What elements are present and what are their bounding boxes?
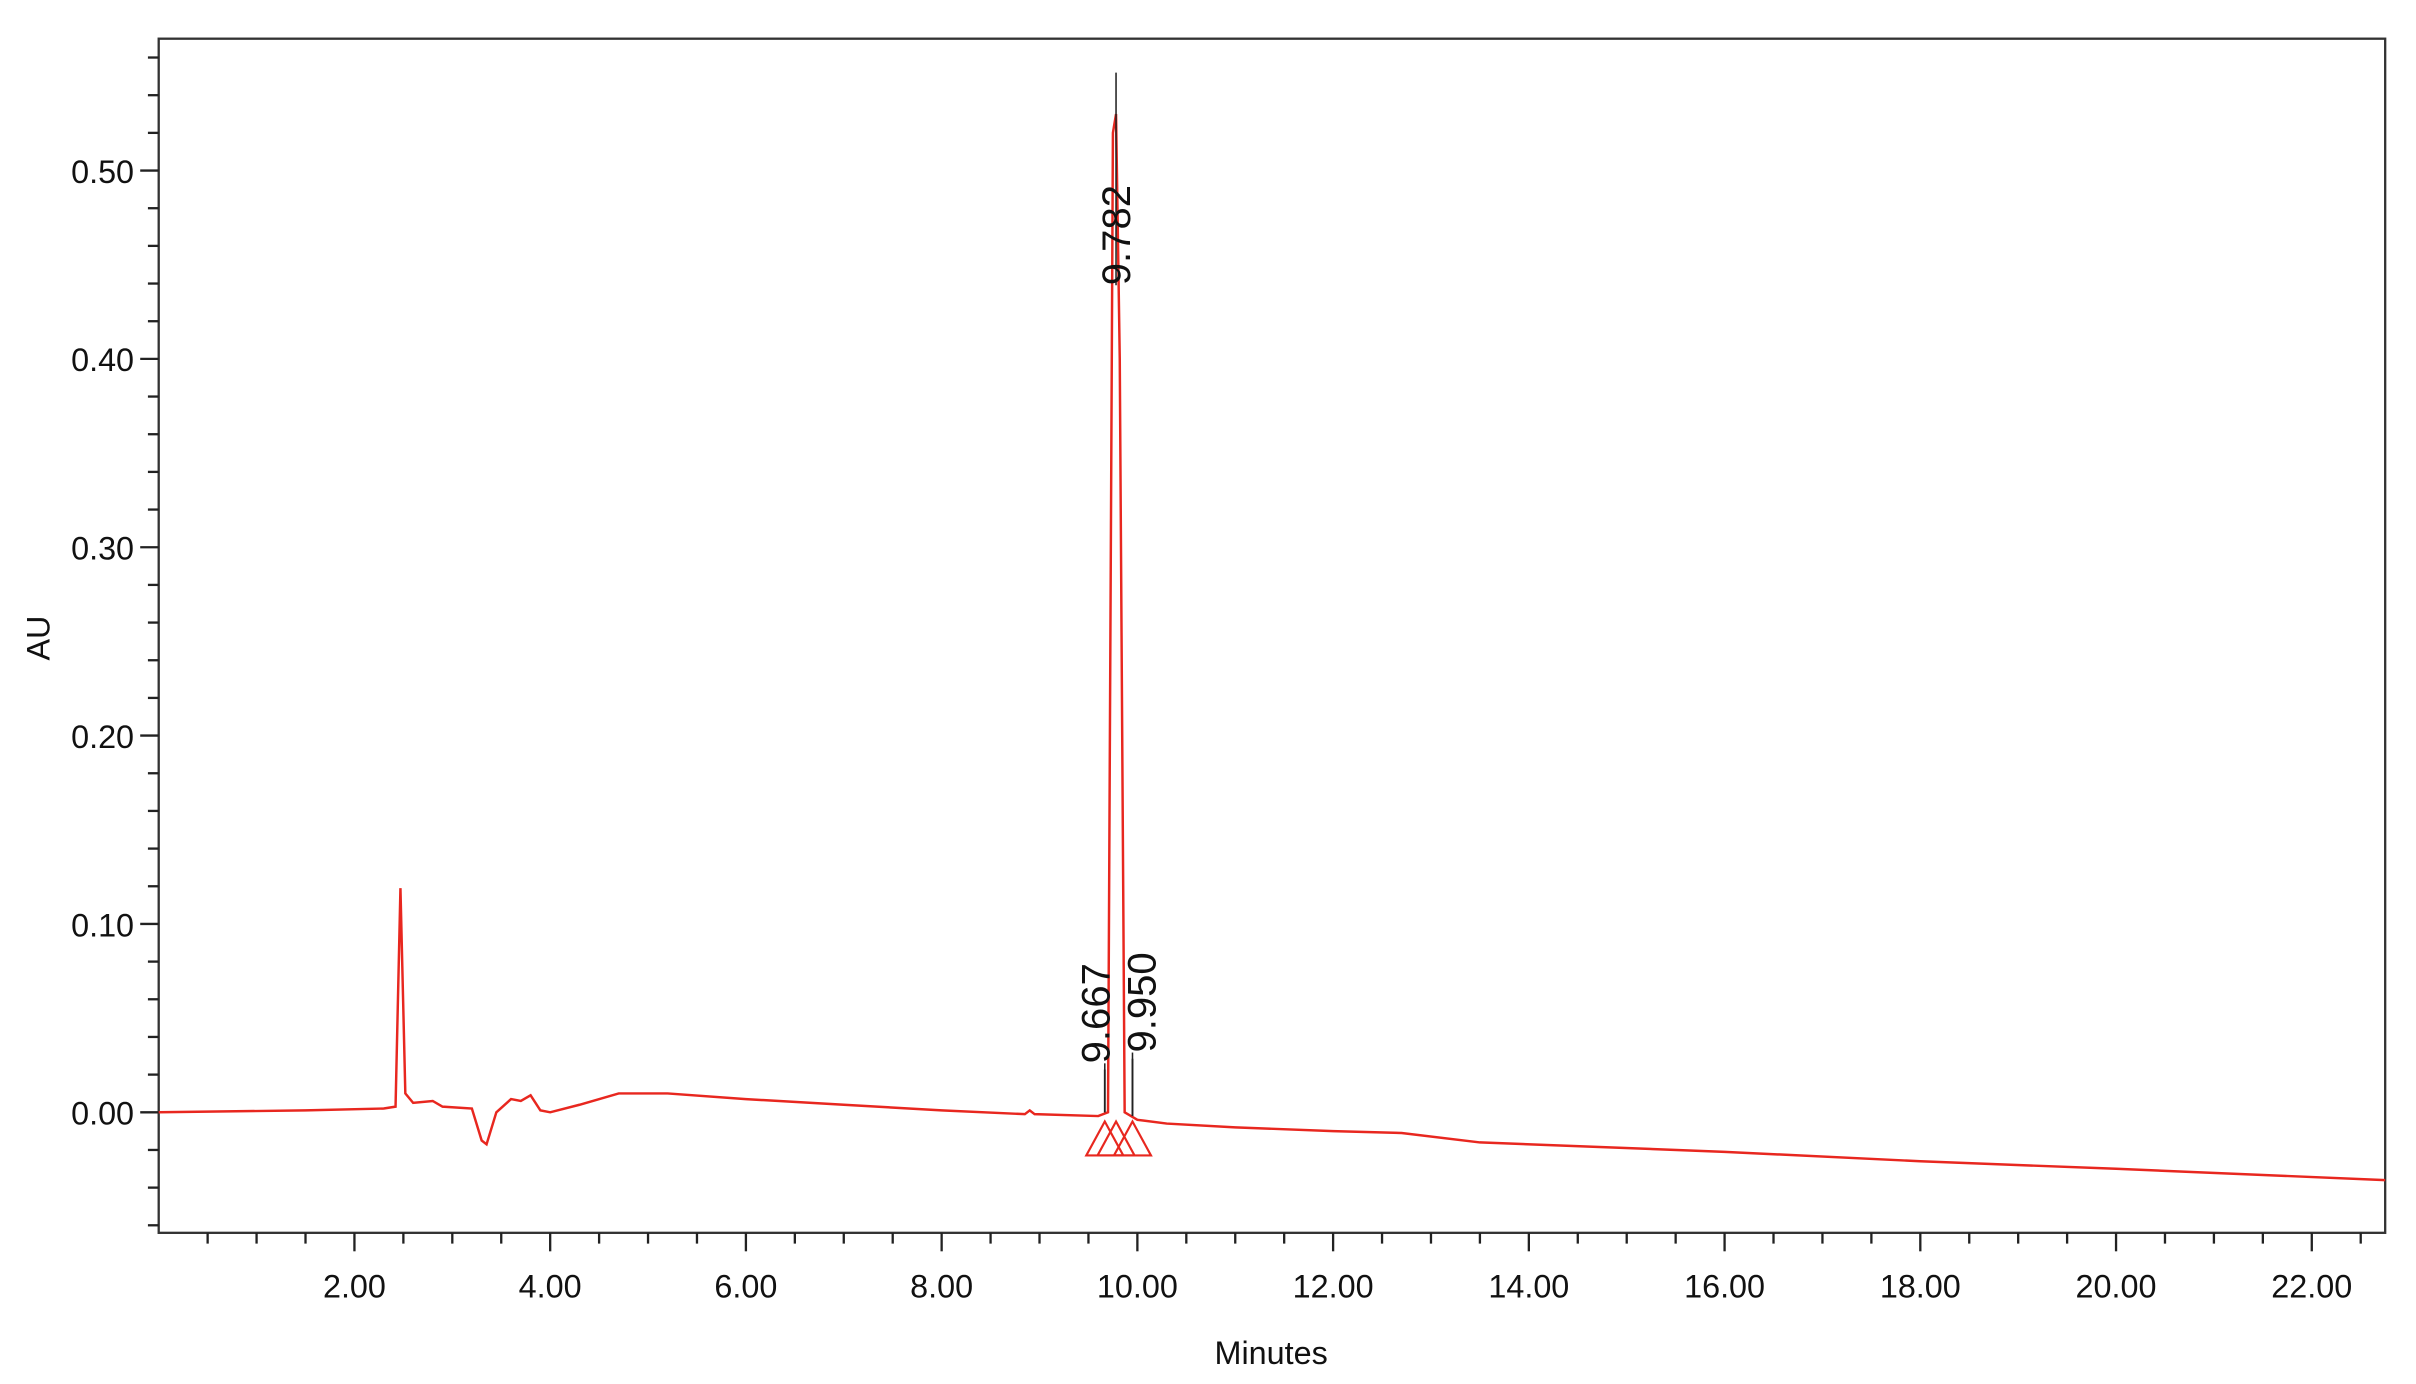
x-tick-label: 6.00 (714, 1269, 777, 1305)
chromatogram-line (158, 113, 2386, 1182)
peak-label: 9.667 (1074, 963, 1118, 1063)
x-tick-label: 4.00 (519, 1269, 582, 1305)
x-tick-label: 10.00 (1097, 1269, 1178, 1305)
y-axis-label: AU (20, 616, 56, 661)
x-tick-label: 20.00 (2076, 1269, 2157, 1305)
y-tick-label: 0.50 (71, 154, 134, 190)
y-tick-label: 0.40 (71, 342, 134, 378)
y-tick-label: 0.10 (71, 907, 134, 943)
plot-frame (157, 37, 2387, 1234)
y-tick-label: 0.30 (71, 531, 134, 567)
x-tick-label: 14.00 (1488, 1269, 1569, 1305)
x-tick-label: 16.00 (1684, 1269, 1765, 1305)
x-tick-label: 18.00 (1880, 1269, 1961, 1305)
peak-label: 9.782 (1095, 185, 1139, 285)
peak-marker (1112, 1119, 1153, 1157)
y-tick-label: 0.20 (71, 719, 134, 755)
y-tick-label: 0.00 (71, 1096, 134, 1132)
x-tick-label: 2.00 (323, 1269, 386, 1305)
x-tick-label: 8.00 (910, 1269, 973, 1305)
peak-label: 9.950 (1121, 952, 1165, 1052)
x-tick-label: 22.00 (2271, 1269, 2352, 1305)
x-tick-label: 12.00 (1293, 1269, 1374, 1305)
x-axis-label: Minutes (1215, 1335, 1328, 1371)
